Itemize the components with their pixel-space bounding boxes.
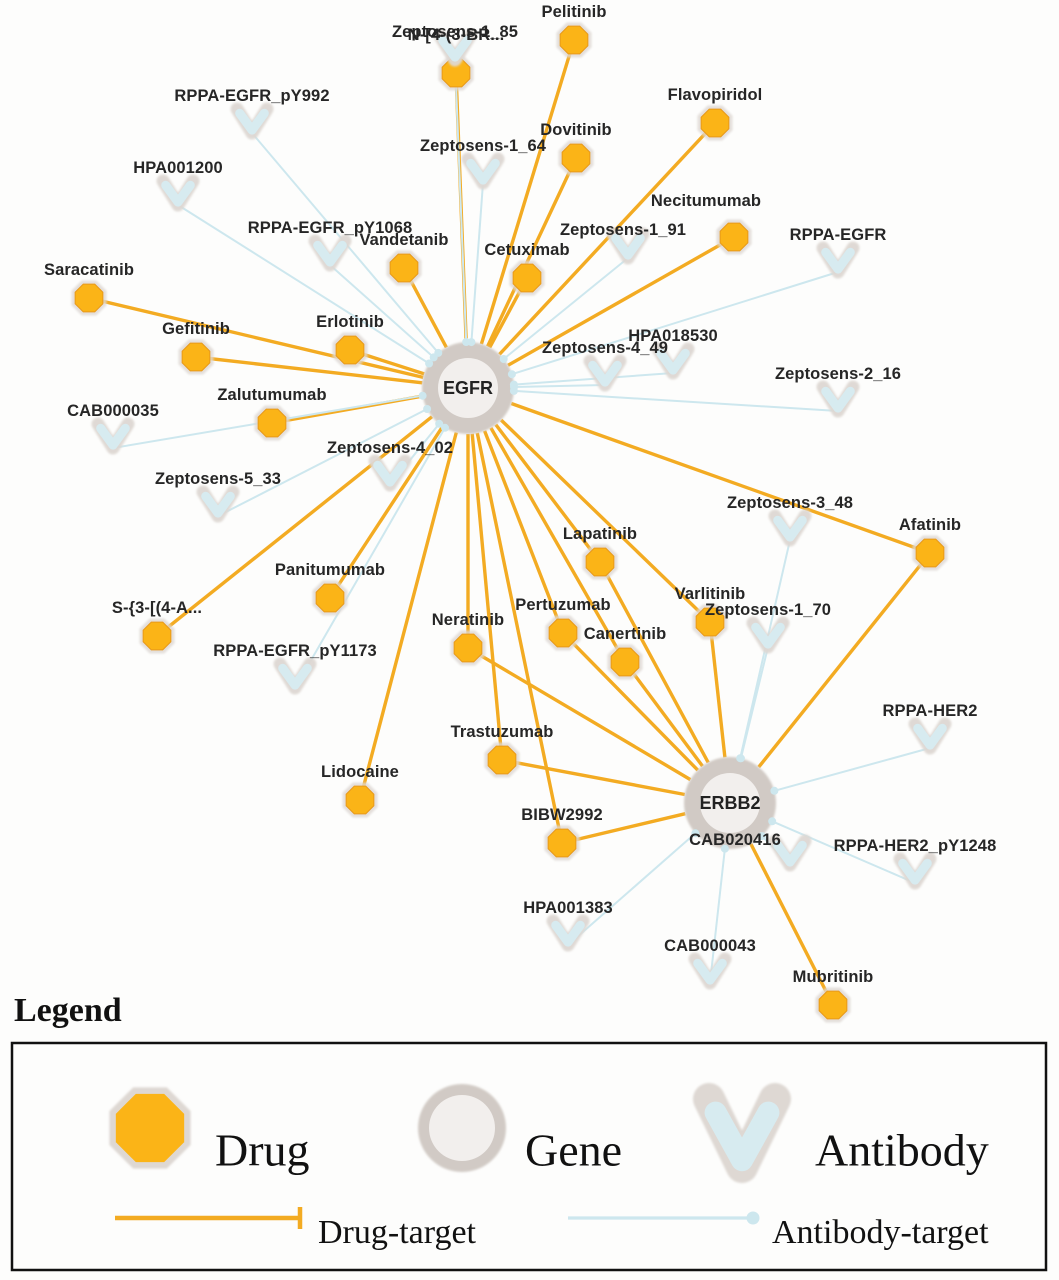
svg-text:ERBB2: ERBB2 xyxy=(699,793,760,813)
svg-text:EGFR: EGFR xyxy=(443,378,493,398)
